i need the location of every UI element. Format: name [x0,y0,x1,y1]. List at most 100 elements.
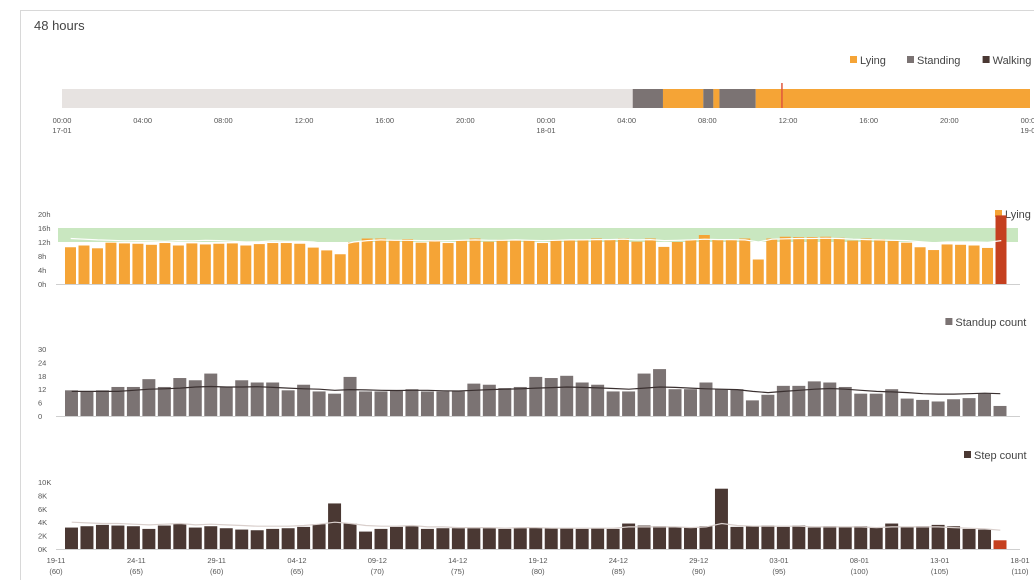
step-x-tick-date: 04-12 [287,556,306,565]
timeline-tick-label: 00:00 [1021,116,1034,125]
lying-bar [469,238,481,284]
lying-y-tick-label: 8h [38,252,46,261]
standup-bar [823,382,837,416]
lying-bar [91,248,103,284]
step-x-tick-date: 08-01 [850,556,869,565]
step-bar [188,527,202,549]
standup-bar [947,399,961,416]
lying-bar [914,247,926,284]
step-bar [931,524,945,549]
standup-bar [142,379,156,416]
step-y-tick-label: 4K [38,518,47,527]
lying-bar [307,247,319,284]
step-bar [405,526,419,549]
lying-bar [361,238,373,284]
lying-bar [334,254,346,284]
standup-bar [513,386,527,416]
standup-bar [575,382,589,416]
lying-bar [685,239,697,284]
lying-bar [671,242,683,284]
timeline-legend-swatch [850,56,857,63]
page-title: 48 hours [34,18,85,33]
lying-bar [267,243,279,284]
lying-legend-swatch [995,210,1002,217]
lying-bar [429,240,441,284]
lying-bar [321,250,333,284]
lying-y-tick-label: 4h [38,266,46,275]
step-bar [591,528,605,549]
step-x-tick-date: 24-11 [127,556,146,565]
step-bar [792,525,806,549]
step-bar [250,530,264,549]
lying-bar [604,239,616,284]
standup-y-tick-label: 18 [38,372,46,381]
lying-bar [483,241,495,284]
step-bar [575,528,589,549]
standup-bar [529,376,543,416]
step-bar [776,526,790,549]
standup-legend-swatch [945,318,953,325]
timeline-tick-label: 04:00 [617,116,636,125]
lying-bar [523,240,535,284]
step-bar [235,529,249,549]
lying-y-tick-label: 0h [38,280,46,289]
standup-bar [420,391,434,416]
standup-y-tick-label: 30 [38,345,46,354]
step-x-tick-index: (90) [692,567,706,576]
lying-bar [550,239,562,284]
standup-bar [993,405,1007,416]
timeline-tick-date: 17-01 [52,126,71,135]
standup-bar [328,393,342,416]
step-bar [297,526,311,549]
step-average-line [71,521,1001,531]
lying-bar [631,241,643,284]
lying-bar [995,215,1007,284]
timeline-segment [662,89,704,108]
standup-bar [405,389,419,416]
step-bar [993,540,1007,549]
lying-bar [226,243,238,284]
standup-bar [869,393,883,416]
timeline-legend-label: Walking [993,55,1032,67]
standup-bar [297,384,311,416]
step-legend-label: Step count [974,450,1027,462]
standup-bar [684,389,697,416]
step-bar [962,528,976,549]
standup-bar [637,373,651,416]
step-bar [730,526,744,549]
lying-bar [847,240,859,284]
standup-bar [65,390,78,416]
standup-bar [451,391,465,416]
standup-bar [173,378,187,416]
step-bar [498,528,512,549]
lying-bar [698,235,710,284]
lying-bar [725,239,737,284]
lying-bar [65,247,76,284]
step-bar [869,527,883,549]
timeline-tick-label: 08:00 [698,116,717,125]
step-x-tick-index: (75) [451,567,465,576]
step-bar [668,526,682,549]
standup-bar [250,382,264,416]
step-bar [173,523,187,549]
lying-bar [510,239,522,284]
lying-bar [833,237,845,284]
lying-bar [145,244,157,284]
standup-chart: Standup count 30 24 18 12 6 0 [38,317,1026,421]
lying-bar [887,240,899,284]
step-bar [637,525,651,549]
step-bar [529,527,543,549]
standup-bar [389,390,403,416]
standup-average-line [71,385,1001,395]
timeline-tick-label: 00:00 [53,116,72,125]
standup-bar [900,398,914,416]
standup-bar [931,401,945,416]
standup-bar [761,394,775,416]
step-bar [513,528,527,549]
timeline-tick-label: 16:00 [375,116,394,125]
step-y-tick-label: 0K [38,545,47,554]
standup-bar [962,398,976,416]
standup-bar [668,389,682,416]
step-y-tick-label: 10K [38,478,51,487]
standup-y-tick-label: 12 [38,385,46,394]
